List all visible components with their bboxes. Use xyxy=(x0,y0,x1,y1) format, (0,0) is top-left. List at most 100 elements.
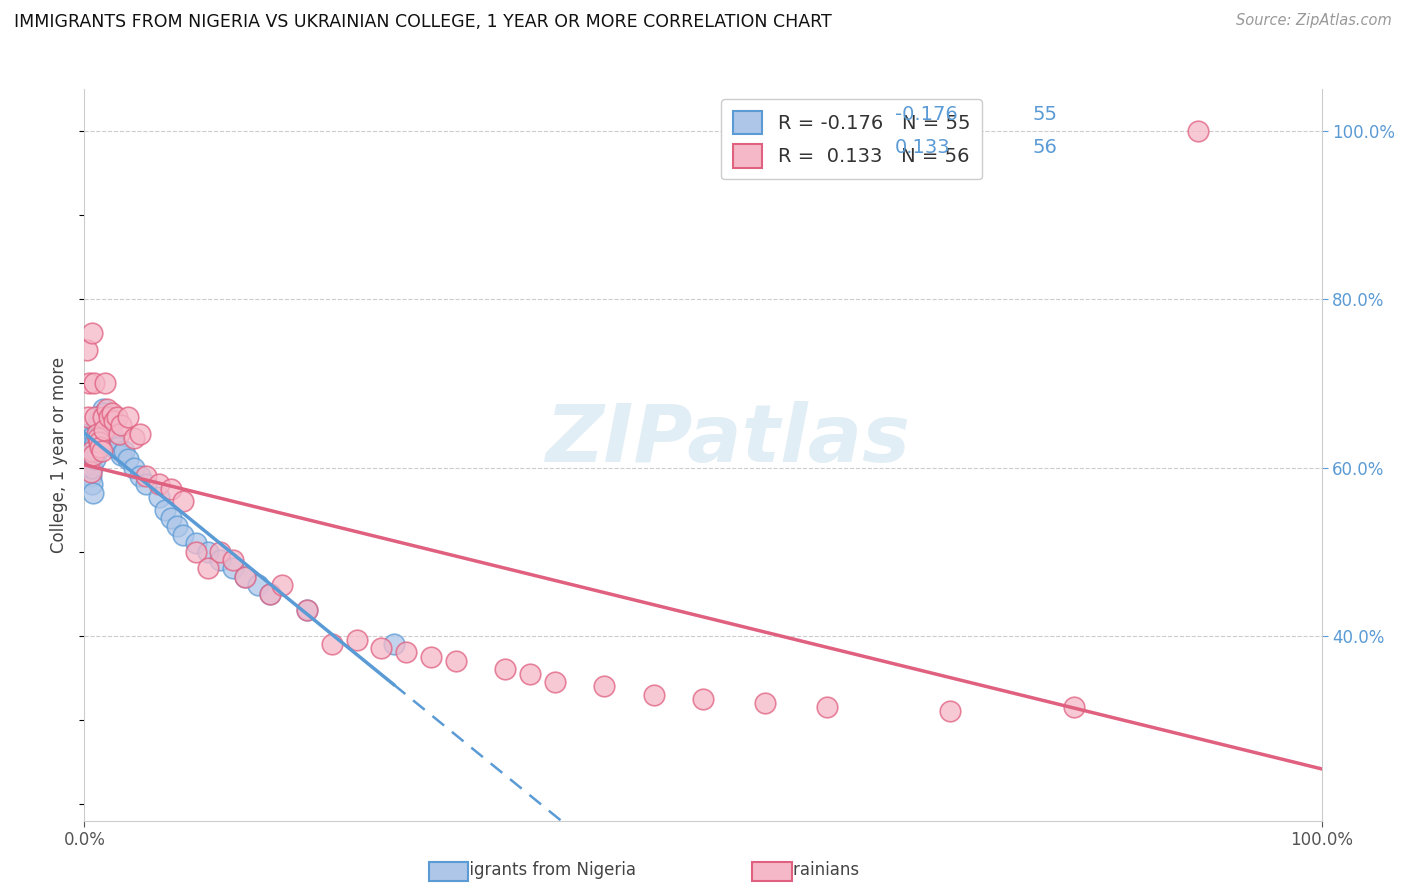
Point xyxy=(89,414,111,428)
Point xyxy=(89,410,111,425)
Point xyxy=(96,414,118,428)
Point xyxy=(519,666,541,681)
Point xyxy=(91,410,114,425)
Point xyxy=(246,578,269,592)
Point xyxy=(148,490,170,504)
Point xyxy=(79,431,101,445)
Point xyxy=(76,343,98,357)
Point xyxy=(129,469,152,483)
Text: 56: 56 xyxy=(1032,138,1057,157)
Point xyxy=(295,603,318,617)
Point xyxy=(233,570,256,584)
Point xyxy=(259,587,281,601)
Point xyxy=(86,426,108,441)
Point xyxy=(94,376,117,391)
Point xyxy=(107,440,129,454)
Point xyxy=(148,477,170,491)
Point xyxy=(96,401,118,416)
Point xyxy=(117,452,139,467)
Point xyxy=(172,528,194,542)
Point xyxy=(643,688,665,702)
Point xyxy=(209,544,232,558)
Point xyxy=(80,326,103,340)
Point xyxy=(83,376,105,391)
Text: IMMIGRANTS FROM NIGERIA VS UKRAINIAN COLLEGE, 1 YEAR OR MORE CORRELATION CHART: IMMIGRANTS FROM NIGERIA VS UKRAINIAN COL… xyxy=(14,13,832,31)
Point xyxy=(110,448,132,462)
Point xyxy=(83,426,105,441)
Point xyxy=(89,426,111,441)
Point xyxy=(79,376,101,391)
Point xyxy=(82,485,104,500)
Point xyxy=(97,418,120,433)
Point xyxy=(98,423,121,437)
Point xyxy=(87,423,110,437)
Text: 0.133: 0.133 xyxy=(894,138,950,157)
Point xyxy=(382,637,405,651)
Point xyxy=(82,448,104,462)
Point xyxy=(197,544,219,558)
Point xyxy=(84,410,107,425)
Point xyxy=(1187,124,1209,138)
Point xyxy=(87,431,110,445)
Point xyxy=(80,443,103,458)
Point xyxy=(80,477,103,491)
Point xyxy=(77,452,100,467)
Point xyxy=(90,423,112,437)
Point xyxy=(79,465,101,479)
Point xyxy=(79,448,101,462)
Legend: R = -0.176   N = 55, R =  0.133   N = 56: R = -0.176 N = 55, R = 0.133 N = 56 xyxy=(721,99,981,179)
Point xyxy=(184,544,207,558)
Point xyxy=(122,431,145,445)
Point xyxy=(108,426,131,441)
Point xyxy=(166,519,188,533)
Point xyxy=(939,704,962,718)
Point xyxy=(86,418,108,433)
Point xyxy=(79,469,101,483)
Point xyxy=(321,637,343,651)
Point xyxy=(153,502,176,516)
Point xyxy=(692,691,714,706)
Point xyxy=(89,440,111,454)
Point xyxy=(419,649,441,664)
Point xyxy=(76,443,98,458)
Point xyxy=(94,410,117,425)
Point xyxy=(91,401,114,416)
Point xyxy=(82,440,104,454)
Point xyxy=(395,645,418,659)
Text: Ukrainians: Ukrainians xyxy=(772,861,859,879)
Point xyxy=(135,477,157,491)
Point xyxy=(93,423,115,437)
Point xyxy=(122,460,145,475)
Point xyxy=(295,603,318,617)
Point xyxy=(543,674,565,689)
Point xyxy=(86,443,108,458)
Point xyxy=(84,452,107,467)
Point xyxy=(98,431,121,445)
Point xyxy=(112,443,135,458)
Text: Immigrants from Nigeria: Immigrants from Nigeria xyxy=(432,861,637,879)
Point xyxy=(89,435,111,450)
Text: ZIPatlas: ZIPatlas xyxy=(546,401,910,479)
Point xyxy=(197,561,219,575)
Point xyxy=(103,414,125,428)
Point xyxy=(444,654,467,668)
Point xyxy=(209,553,232,567)
Point xyxy=(87,431,110,445)
Point xyxy=(79,440,101,454)
Point xyxy=(160,511,183,525)
Point xyxy=(129,426,152,441)
Point xyxy=(98,410,121,425)
Point xyxy=(117,410,139,425)
Point xyxy=(754,696,776,710)
Text: Source: ZipAtlas.com: Source: ZipAtlas.com xyxy=(1236,13,1392,29)
Point xyxy=(100,426,122,441)
Point xyxy=(100,406,122,420)
Point xyxy=(110,418,132,433)
Point xyxy=(172,494,194,508)
Point xyxy=(105,410,128,425)
Point xyxy=(160,482,183,496)
Point xyxy=(222,553,245,567)
Point xyxy=(184,536,207,550)
Point xyxy=(104,435,127,450)
Point xyxy=(83,448,105,462)
